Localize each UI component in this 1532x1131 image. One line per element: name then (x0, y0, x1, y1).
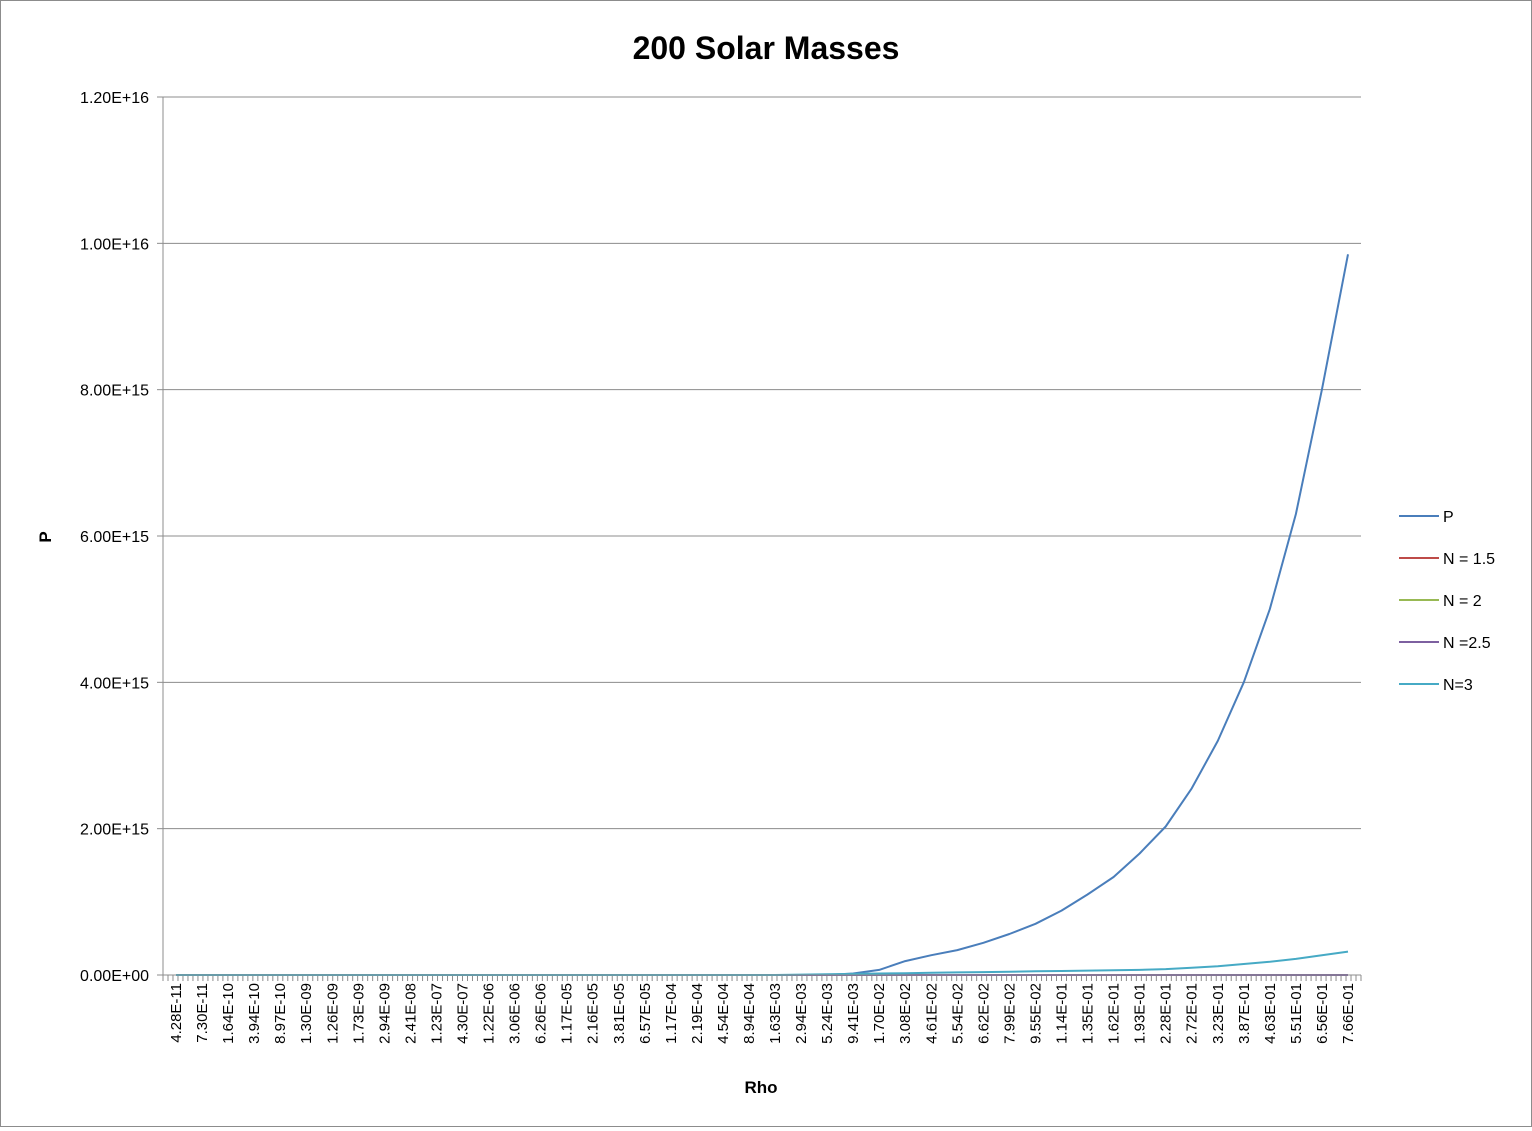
x-tick-label: 6.57E-05 (637, 983, 654, 1044)
x-tick-label: 2.94E-03 (793, 983, 810, 1044)
x-tick-label: 1.63E-03 (767, 983, 784, 1044)
series-line-n-3 (176, 950, 1349, 976)
x-tick-label: 3.81E-05 (611, 983, 628, 1044)
x-tick-label: 1.30E-09 (298, 983, 315, 1044)
axes (162, 97, 1361, 976)
x-tick-label: 4.54E-04 (715, 983, 732, 1044)
x-tick-label: 5.54E-02 (949, 983, 966, 1044)
x-tick-label: 2.72E-01 (1184, 983, 1201, 1044)
x-tick-label: 2.19E-04 (689, 983, 706, 1044)
x-tick-label: 3.08E-02 (897, 983, 914, 1044)
x-tick-label: 2.28E-01 (1158, 983, 1175, 1044)
x-tick-label: 9.55E-02 (1027, 983, 1044, 1044)
x-tick-label: 1.14E-01 (1054, 983, 1071, 1044)
y-tick-label: 1.20E+16 (80, 90, 149, 107)
x-tick-label: 2.41E-08 (402, 983, 419, 1044)
series-lines (176, 254, 1349, 976)
x-tick-label: 1.17E-04 (663, 983, 680, 1044)
y-tick-label: 6.00E+15 (80, 529, 149, 546)
x-tick-label: 6.26E-06 (533, 983, 550, 1044)
y-tick-label: 0.00E+00 (80, 968, 149, 985)
x-tick-label: 5.24E-03 (819, 983, 836, 1044)
legend-label: N=3 (1443, 677, 1473, 694)
x-tick-label: 8.94E-04 (741, 983, 758, 1044)
x-tick-label: 1.17E-05 (559, 983, 576, 1044)
x-tick-label: 7.30E-11 (194, 983, 211, 1043)
x-tick-label: 6.56E-01 (1314, 983, 1331, 1044)
legend-label: N =2.5 (1443, 635, 1491, 652)
chart-title: 200 Solar Masses (633, 30, 900, 66)
legend-label: N = 1.5 (1443, 551, 1495, 568)
y-tick-label: 2.00E+15 (80, 822, 149, 839)
y-tick-label: 4.00E+15 (80, 675, 149, 692)
x-tick-label: 3.06E-06 (507, 983, 524, 1044)
x-tick-label: 3.94E-10 (246, 983, 263, 1044)
legend-label: P (1443, 509, 1454, 526)
y-axis-label: P (36, 531, 55, 542)
x-tick-label: 1.73E-09 (350, 983, 367, 1044)
x-tick-label: 2.16E-05 (585, 983, 602, 1044)
x-tick-label: 1.93E-01 (1132, 983, 1149, 1044)
x-tick-label: 4.61E-02 (923, 983, 940, 1044)
x-tick-label: 7.66E-01 (1340, 983, 1357, 1044)
y-tick-label: 1.00E+16 (80, 236, 149, 253)
x-tick-label: 2.94E-09 (376, 983, 393, 1044)
x-tick-label: 1.35E-01 (1080, 983, 1097, 1044)
x-tick-label: 4.63E-01 (1262, 983, 1279, 1044)
x-tick-label: 1.62E-01 (1106, 983, 1123, 1044)
x-tick-label: 7.99E-02 (1001, 983, 1018, 1044)
legend: P N = 1.5 N = 2 N =2.5 N=3 (1399, 509, 1495, 694)
gridlines (163, 96, 1361, 830)
x-axis-ticks: 4.28E-11 7.30E-11 1.64E-10 3.94E-10 8.97E-10… (162, 975, 1362, 1044)
x-tick-label: 1.23E-07 (428, 983, 445, 1044)
y-tick-label: 8.00E+15 (80, 383, 149, 400)
x-tick-label: 1.70E-02 (871, 983, 888, 1044)
x-tick-label: 9.41E-03 (845, 983, 862, 1044)
x-tick-label: 8.97E-10 (272, 983, 289, 1044)
x-tick-label: 3.87E-01 (1236, 983, 1253, 1044)
x-tick-label: 4.30E-07 (455, 983, 472, 1044)
x-tick-label: 1.64E-10 (220, 983, 237, 1044)
x-axis-label: Rho (744, 1078, 777, 1097)
x-tick-label: 3.23E-01 (1210, 983, 1227, 1044)
x-tick-label: 4.28E-11 (168, 983, 185, 1043)
series-line-p (176, 254, 1349, 976)
x-tick-label: 5.51E-01 (1288, 983, 1305, 1044)
x-tick-label: 6.62E-02 (975, 983, 992, 1044)
x-tick-label: 1.22E-06 (481, 983, 498, 1044)
legend-label: N = 2 (1443, 593, 1482, 610)
x-tick-label: 1.26E-09 (324, 983, 341, 1044)
y-axis-ticks: 0.00E+00 2.00E+15 4.00E+15 6.00E+15 8.00E+15… (80, 90, 163, 985)
